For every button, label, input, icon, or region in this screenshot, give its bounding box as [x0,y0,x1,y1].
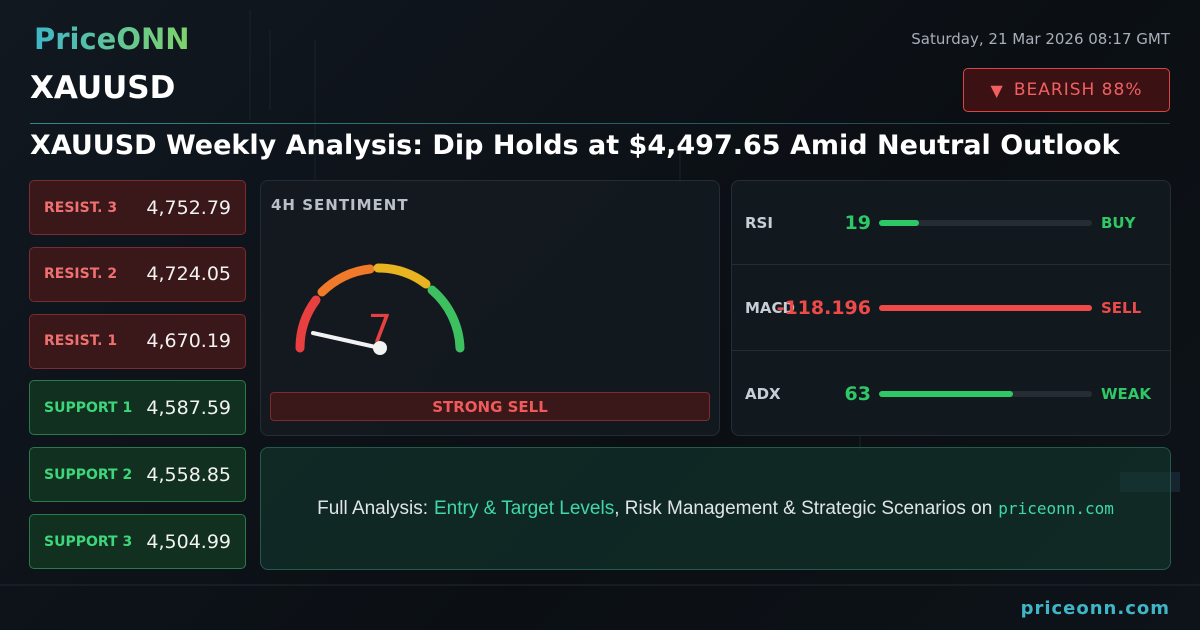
date: Saturday, 21 Mar 2026 08:17 GMT [911,30,1170,48]
gauge-needle [311,331,382,350]
logo: PriceONN [34,22,190,56]
indicator-signal: BUY [1101,213,1136,232]
level-value: 4,752.79 [146,196,231,219]
level-label: RESIST. 1 [44,333,118,350]
level-box: RESIST. 3 4,752.79 [29,180,246,235]
gauge-arc [295,295,321,353]
sentiment-badge: ▼ BEARISH 88% [963,68,1170,112]
footer-link[interactable]: priceonn.com [1020,598,1170,619]
indicator-track [879,219,1092,226]
indicator-track [879,305,1092,311]
indicator-signal: WEAK [1101,384,1152,403]
indicator-row: ADX 63 WEAK [731,351,1171,436]
promo: Full Analysis: Entry & Target Levels, Ri… [260,447,1171,570]
promo-site[interactable]: priceonn.com [998,499,1114,518]
level-value: 4,587.59 [146,396,231,419]
level-label: RESIST. 2 [44,266,118,283]
level-box: SUPPORT 3 4,504.99 [29,514,246,569]
level-value: 4,504.99 [146,530,231,553]
gauge-arc [427,285,465,353]
level-label: RESIST. 3 [44,199,118,216]
symbol: XAUUSD [30,70,176,106]
gauge: 7 [295,263,465,355]
indicator-row: MACD -118.196 SELL [731,266,1171,351]
level-label: SUPPORT 1 [44,399,133,416]
level-value: 4,670.19 [146,330,231,353]
indicator-row: RSI 19 BUY [731,180,1171,265]
indicator-name: RSI [745,213,773,232]
badge-text: BEARISH 88% [1013,80,1143,100]
promo-highlight: Entry & Target Levels [433,497,615,519]
indicator-name: MACD [745,299,795,317]
promo-lead: Full Analysis: [317,497,428,519]
level-label: SUPPORT 3 [44,533,133,550]
indicator-value: -118.196 [776,297,871,319]
divider [731,350,1171,351]
gauge-hub [373,341,387,355]
headline: XAUUSD Weekly Analysis: Dip Holds at $4,… [30,130,1120,161]
level-value: 4,724.05 [146,263,231,286]
indicator-fill [879,305,1092,311]
indicator-name: ADX [745,384,781,403]
level-box: SUPPORT 1 4,587.59 [29,380,246,436]
gauge-arc [317,264,375,297]
indicator-value: 19 [844,211,871,234]
indicator-fill [879,219,920,226]
level-box: RESIST. 2 4,724.05 [29,246,246,302]
divider [731,264,1171,265]
level-value: 4,558.85 [146,463,231,486]
verdict: STRONG SELL [270,392,710,421]
sentiment-label: 4H SENTIMENT [271,196,409,214]
indicator-track [879,390,1092,397]
level-label: SUPPORT 2 [44,466,133,483]
indicator-value: 63 [844,382,871,405]
promo-rest: , Risk Management & Strategic Scenarios … [614,497,993,519]
level-box: RESIST. 1 4,670.19 [29,313,246,369]
level-box: SUPPORT 2 4,558.85 [29,447,246,503]
separator [30,123,1170,124]
indicator-fill [879,390,1014,397]
indicator-signal: SELL [1101,299,1142,317]
gauge-arc [373,263,431,289]
